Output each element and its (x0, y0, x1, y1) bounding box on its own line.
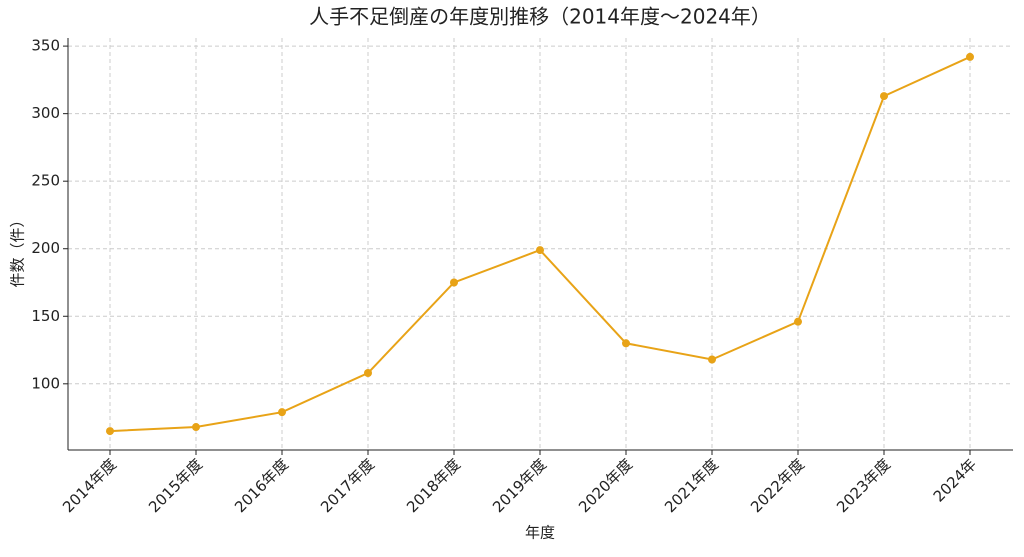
data-point (278, 408, 286, 417)
x-tick-label: 2015年度 (145, 455, 206, 516)
x-tick-label: 2020年度 (575, 455, 636, 516)
x-tick-label: 2017年度 (317, 455, 378, 516)
x-tick-label: 2014年度 (59, 455, 120, 516)
y-tick-label: 250 (31, 172, 60, 190)
x-tick-label: 2023年度 (833, 455, 894, 516)
x-tick-label: 2018年度 (403, 455, 464, 516)
y-tick-label: 150 (31, 307, 60, 325)
x-tick-label: 2016年度 (231, 455, 292, 516)
data-point (536, 246, 544, 255)
x-tick-label: 2022年度 (747, 455, 808, 516)
y-axis-label: 件数（件） (9, 212, 27, 287)
data-point (450, 278, 458, 287)
data-point (880, 92, 888, 101)
y-tick-label: 100 (31, 374, 60, 392)
data-point (106, 427, 114, 436)
x-tick-label: 2024年 (930, 455, 980, 505)
data-point (794, 317, 802, 326)
data-point (708, 355, 716, 364)
y-tick-label: 300 (31, 104, 60, 122)
chart-title: 人手不足倒産の年度別推移（2014年度〜2024年） (309, 5, 771, 29)
y-tick-label: 350 (31, 37, 60, 55)
x-tick-label: 2021年度 (661, 455, 722, 516)
data-point (364, 369, 372, 378)
x-tick-label: 2019年度 (489, 455, 550, 516)
data-point (622, 339, 630, 348)
x-axis-label: 年度 (525, 524, 555, 542)
y-tick-label: 200 (31, 239, 60, 257)
data-point (192, 423, 200, 432)
data-point (966, 52, 974, 61)
